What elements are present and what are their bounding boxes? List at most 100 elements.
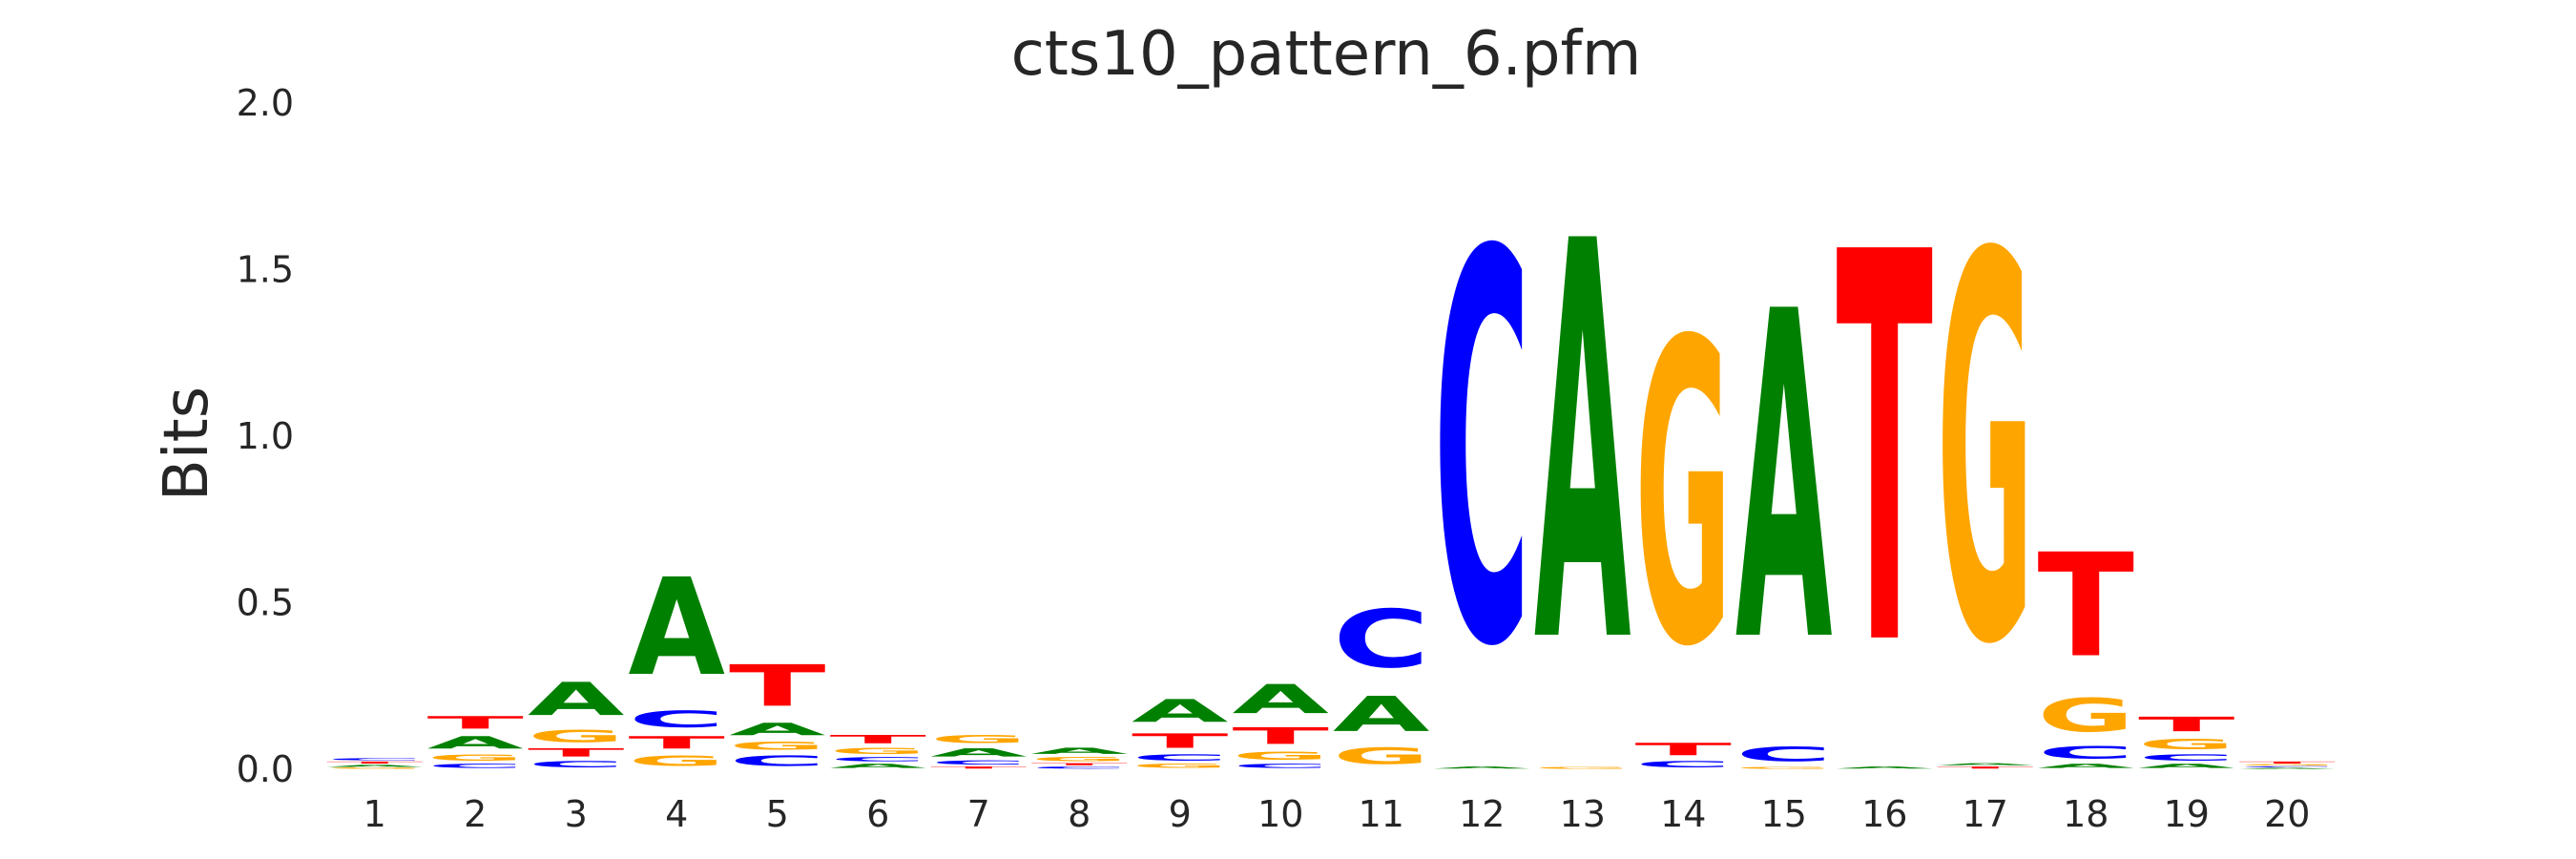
logo-letter-T: T bbox=[629, 733, 725, 753]
logo-letter-A: A bbox=[528, 673, 624, 726]
logo-letter-T: T bbox=[528, 746, 624, 760]
logo-letter-T: T bbox=[1233, 723, 1330, 749]
logo-letter-A: A bbox=[930, 746, 1027, 760]
letter-stack: GAC bbox=[1333, 593, 1430, 769]
y-axis-label: Bits bbox=[152, 387, 222, 501]
logo-letter-T: T bbox=[1837, 140, 1934, 764]
letter-stack: CTG bbox=[1635, 255, 1733, 769]
logo-letter-C: C bbox=[729, 753, 826, 769]
x-tick-label: 8 bbox=[1068, 793, 1091, 835]
x-tick-label: 13 bbox=[1560, 793, 1606, 835]
logo-letter-C: C bbox=[1031, 766, 1128, 769]
x-tick-label: 16 bbox=[1861, 793, 1907, 835]
logo-letter-G: G bbox=[1534, 766, 1631, 769]
x-tick-label: 1 bbox=[364, 793, 386, 835]
logo-letter-T: T bbox=[1031, 763, 1129, 765]
logo-letter-G: G bbox=[427, 753, 524, 763]
letter-stacks: GATCCGATCTGAGTCACGATACGTTCAGCTGAGCTACGTA… bbox=[326, 127, 2336, 769]
logo-letter-T: T bbox=[930, 766, 1028, 769]
logo-letter-T: T bbox=[830, 733, 926, 746]
logo-letter-A: A bbox=[1132, 693, 1229, 729]
x-tick-label: 5 bbox=[766, 793, 789, 835]
logo-letter-A: A bbox=[830, 763, 927, 769]
logo-letter-C: C bbox=[427, 763, 525, 769]
logo-letter-A: A bbox=[1534, 127, 1631, 764]
y-tick-label: 1.5 bbox=[237, 249, 294, 291]
logo-letter-G: G bbox=[2239, 765, 2336, 766]
logo-letter-G: G bbox=[1233, 749, 1329, 763]
logo-letter-G: G bbox=[930, 733, 1027, 746]
logo-letter-A: A bbox=[729, 720, 826, 740]
logo-letter-A: A bbox=[2138, 763, 2235, 769]
x-tick-label: 17 bbox=[1963, 793, 2008, 835]
logo-letter-C: C bbox=[2138, 753, 2235, 763]
letter-stack: AC bbox=[1434, 142, 1531, 769]
logo-letter-A: A bbox=[1031, 746, 1129, 756]
x-tick-label: 9 bbox=[1169, 793, 1192, 835]
logo-letter-A: A bbox=[1735, 218, 1833, 742]
x-tick-label: 4 bbox=[665, 793, 688, 835]
x-tick-label: 3 bbox=[565, 793, 588, 835]
x-tick-label: 19 bbox=[2164, 793, 2210, 835]
logo-letter-A: A bbox=[1333, 686, 1430, 743]
logo-letter-G: G bbox=[1937, 144, 2033, 761]
logo-letter-G: G bbox=[2038, 690, 2134, 744]
logo-letter-T: T bbox=[1635, 740, 1732, 760]
logo-letter-C: C bbox=[1333, 593, 1430, 685]
logo-letter-T: T bbox=[1937, 766, 2034, 769]
logo-letter-C: C bbox=[2239, 766, 2336, 768]
y-tick-label: 0.5 bbox=[237, 582, 294, 624]
letter-stack: GCA bbox=[1735, 218, 1833, 769]
x-tick-label: 2 bbox=[464, 793, 487, 835]
logo-letter-T: T bbox=[2138, 713, 2234, 736]
x-tick-label: 6 bbox=[866, 793, 889, 835]
logo-letter-G: G bbox=[1031, 756, 1128, 763]
logo-letter-A: A bbox=[1937, 763, 2034, 765]
y-axis: 0.0 0.5 1.0 1.5 2.0 bbox=[237, 82, 294, 790]
y-tick-label: 1.0 bbox=[237, 415, 294, 457]
logo-letter-C: C bbox=[930, 760, 1028, 766]
logo-letter-G: G bbox=[830, 746, 926, 756]
x-tick-label: 15 bbox=[1761, 793, 1807, 835]
logo-letter-G: G bbox=[1132, 763, 1228, 769]
logo-letter-A: A bbox=[2038, 763, 2135, 769]
logo-letter-C: C bbox=[1132, 753, 1229, 763]
x-tick-label: 10 bbox=[1257, 793, 1303, 835]
logo-letter-T: T bbox=[2239, 761, 2337, 764]
x-axis: 1 2 3 4 5 6 7 8 9 10 11 12 13 14 15 16 17 18 19 20 bbox=[364, 793, 2311, 835]
x-tick-label: 18 bbox=[2063, 793, 2109, 835]
logo-letter-T: T bbox=[1132, 729, 1228, 752]
logo-letter-T: T bbox=[427, 713, 524, 733]
logo-letter-C: C bbox=[2038, 743, 2134, 763]
logo-letter-C: C bbox=[629, 706, 725, 733]
x-tick-label: 11 bbox=[1359, 793, 1404, 835]
y-tick-label: 0.0 bbox=[237, 748, 294, 790]
x-tick-label: 12 bbox=[1459, 793, 1505, 835]
logo-letter-C: C bbox=[528, 760, 625, 769]
logo-letter-G: G bbox=[528, 726, 624, 746]
logo-letter-G: G bbox=[1635, 255, 1732, 738]
logo-letter-T: T bbox=[729, 653, 825, 719]
logo-letter-T: T bbox=[2038, 524, 2134, 689]
letter-stack: GA bbox=[1534, 127, 1631, 769]
y-tick-label: 2.0 bbox=[237, 82, 294, 124]
logo-letter-C: C bbox=[1233, 763, 1330, 769]
letter-stack: AT bbox=[1837, 140, 1934, 769]
x-tick-label: 14 bbox=[1660, 793, 1706, 835]
logo-letter-C: C bbox=[830, 756, 927, 763]
logo-letter-A: A bbox=[2239, 767, 2337, 769]
